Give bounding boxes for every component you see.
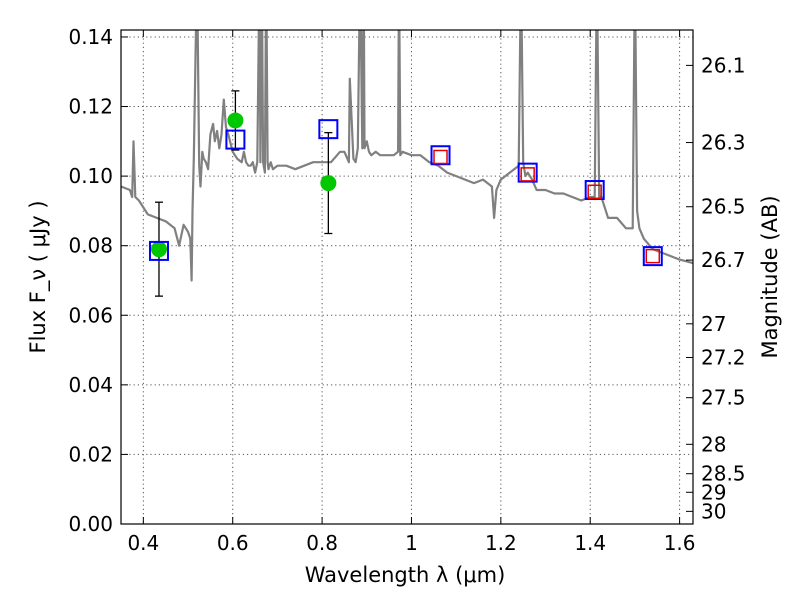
mag-tick-label: 26.1	[701, 53, 746, 77]
mag-tick-label: 27	[701, 312, 726, 336]
model-point-red	[433, 149, 448, 165]
x-tick-label: 0.8	[306, 531, 338, 555]
x-tick-label: 1	[405, 531, 418, 555]
model-point-blue	[148, 240, 169, 261]
grid-lines	[121, 30, 693, 524]
y-tick-label: 0.14	[68, 25, 113, 49]
mag-tick-label: 26.7	[701, 248, 746, 272]
model-point-blue	[642, 246, 663, 267]
y-axis-label: Flux F_ν ( μJy )	[26, 200, 51, 353]
model-point-blue	[430, 145, 451, 166]
y-tick-label: 0.04	[68, 373, 113, 397]
x-tick-label: 1.2	[485, 531, 517, 555]
axes: 0.4 0.6 0.8 1 1.2 1.4 1.6 0.00 0.02 0.04 0.06 0.08 0…	[68, 25, 745, 555]
x-tick-label: 0.4	[127, 531, 159, 555]
y-tick-label: 0.08	[68, 234, 113, 258]
plot-frame	[120, 29, 694, 525]
plot-area	[121, 30, 693, 297]
mag-tick-label: 30	[701, 499, 726, 523]
y-tick-label: 0.02	[68, 442, 113, 466]
observed-point	[227, 112, 244, 129]
y-tick-label: 0.06	[68, 303, 113, 327]
x-tick-label: 1.6	[664, 531, 696, 555]
mag-tick-label: 29	[701, 480, 726, 504]
model-point-blue	[517, 162, 538, 183]
model-point-red	[587, 184, 602, 200]
y-tick-label: 0.12	[68, 95, 113, 119]
y-tick-label: 0.00	[68, 512, 113, 536]
y-tick-label: 0.10	[68, 164, 113, 188]
x-tick-label: 0.6	[217, 531, 249, 555]
model-point-blue	[584, 180, 605, 201]
mag-tick-label: 28.5	[701, 462, 746, 486]
model-point-red	[645, 248, 661, 264]
observed-point	[320, 175, 337, 192]
mag-tick-label: 26.5	[701, 195, 746, 219]
model-point-red	[520, 167, 535, 182]
spectrum-line	[121, 30, 693, 282]
mag-tick-label: 26.3	[701, 131, 746, 155]
mag-tick-label: 28	[701, 432, 726, 456]
observed-point	[150, 241, 167, 258]
model-point-blue	[225, 129, 246, 150]
x-tick-label: 1.4	[574, 531, 606, 555]
x-axis-label: Wavelength λ (μm)	[305, 563, 506, 587]
model-point-blue	[318, 119, 339, 140]
y2-axis-label: Magnitude (AB)	[758, 195, 782, 358]
mag-tick-label: 27.2	[701, 345, 746, 369]
mag-tick-label: 27.5	[701, 386, 746, 410]
